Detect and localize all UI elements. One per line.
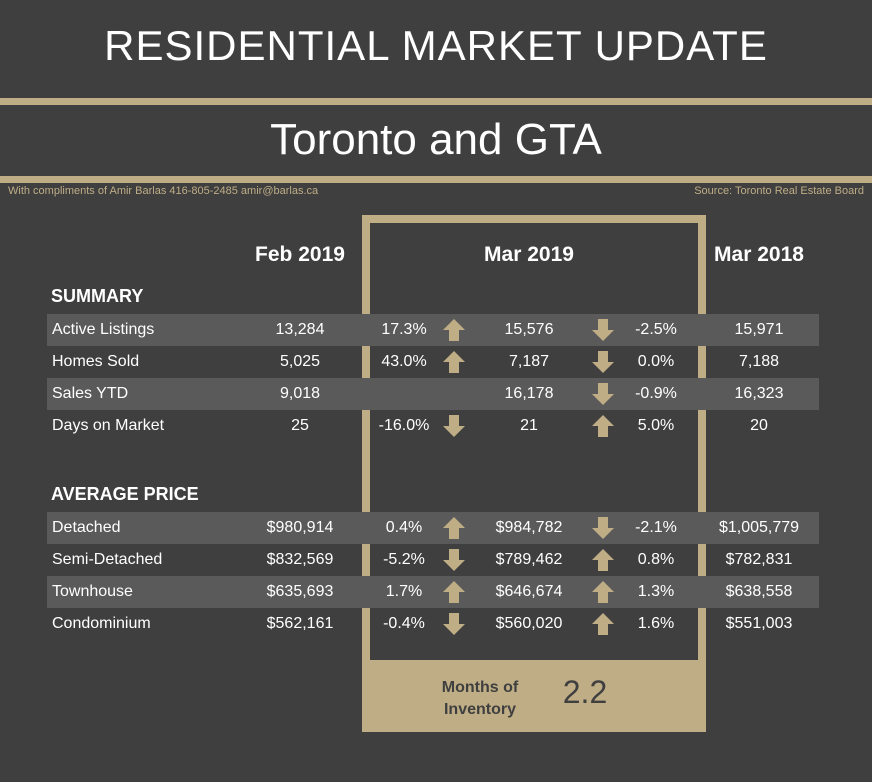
row-label: Days on Market (52, 417, 165, 434)
arrow-down-icon (590, 381, 616, 407)
arrow-up-icon (590, 547, 616, 573)
row-label: Semi-Detached (52, 551, 163, 568)
feb-to-mar-change: -16.0% (378, 417, 430, 434)
feb-to-mar-change: -5.2% (383, 551, 425, 568)
table-row-band (47, 512, 819, 544)
feb-to-mar-change: 0.4% (385, 519, 423, 536)
arrow-up-icon (441, 515, 467, 541)
region-title: Toronto and GTA (270, 115, 602, 164)
mar-2019-value: $984,782 (495, 519, 563, 536)
year-over-year-change: -2.5% (635, 321, 677, 338)
row-label: Townhouse (52, 583, 133, 600)
year-over-year-change: -2.1% (635, 519, 677, 536)
feb-2019-value: 5,025 (279, 353, 321, 370)
section-heading-summary: SUMMARY (51, 286, 144, 306)
feb-to-mar-change: 43.0% (381, 353, 427, 370)
feb-2019-value: $980,914 (266, 519, 334, 536)
mar-2019-value: 21 (520, 417, 538, 434)
report-title: RESIDENTIAL MARKET UPDATE (104, 22, 768, 69)
title-divider-bottom (0, 176, 872, 183)
mar-2019-value: 15,576 (504, 321, 554, 338)
arrow-down-icon (441, 413, 467, 439)
arrow-up-icon (441, 579, 467, 605)
arrow-down-icon (590, 349, 616, 375)
feb-2019-value: 13,284 (275, 321, 325, 338)
table-row-band (47, 314, 819, 346)
arrow-down-icon (441, 547, 467, 573)
months-of-inventory-label-line1: Months of (441, 679, 519, 696)
year-over-year-change: 0.8% (637, 551, 675, 568)
months-of-inventory-label-line2: Inventory (443, 701, 516, 718)
column-header-feb-2019: Feb 2019 (255, 243, 345, 266)
arrow-up-icon (590, 611, 616, 637)
arrow-down-icon (441, 611, 467, 637)
feb-to-mar-change: 17.3% (381, 321, 427, 338)
source-line: Source: Toronto Real Estate Board (694, 185, 864, 197)
row-label: Homes Sold (52, 353, 140, 370)
section-heading-average-price: AVERAGE PRICE (51, 484, 199, 504)
feb-to-mar-change: 1.7% (385, 583, 423, 600)
row-label: Sales YTD (52, 385, 129, 402)
arrow-up-icon (441, 317, 467, 343)
feb-to-mar-change: -0.4% (383, 615, 425, 632)
arrow-up-icon (590, 413, 616, 439)
table-row-band (47, 576, 819, 608)
credit-line: With compliments of Amir Barlas 416-805-… (8, 185, 319, 197)
year-over-year-change: -0.9% (635, 385, 677, 402)
title-divider-top (0, 98, 872, 105)
months-of-inventory-value: 2.2 (562, 674, 608, 710)
arrow-up-icon (590, 579, 616, 605)
mar-2019-value: 7,187 (508, 353, 550, 370)
year-over-year-change: 1.3% (637, 583, 675, 600)
mar-2018-value: 16,323 (734, 385, 784, 402)
mar-2018-value: 20 (750, 417, 768, 434)
table-row-band (47, 378, 819, 410)
row-label: Detached (52, 519, 121, 536)
row-label: Condominium (52, 615, 151, 632)
feb-2019-value: $562,161 (266, 615, 334, 632)
mar-2019-value: $789,462 (495, 551, 563, 568)
column-header-mar-2018: Mar 2018 (714, 243, 804, 266)
mar-2018-value: $1,005,779 (718, 519, 800, 536)
mar-2018-value: $638,558 (725, 583, 793, 600)
arrow-up-icon (441, 349, 467, 375)
column-header-mar-2019: Mar 2019 (484, 243, 574, 266)
arrow-down-icon (590, 317, 616, 343)
mar-2019-value: 16,178 (504, 385, 554, 402)
arrow-down-icon (590, 515, 616, 541)
mar-2018-value: 15,971 (734, 321, 784, 338)
mar-2018-value: $782,831 (725, 551, 793, 568)
mar-2018-value: $551,003 (725, 615, 793, 632)
mar-2019-value: $560,020 (495, 615, 563, 632)
months-of-inventory-label: Months of Inventory (430, 677, 530, 721)
mar-2018-value: 7,188 (738, 353, 780, 370)
year-over-year-change: 5.0% (637, 417, 675, 434)
feb-2019-value: $635,693 (266, 583, 334, 600)
year-over-year-change: 0.0% (637, 353, 675, 370)
year-over-year-change: 1.6% (637, 615, 675, 632)
feb-2019-value: 25 (291, 417, 309, 434)
feb-2019-value: $832,569 (266, 551, 334, 568)
feb-2019-value: 9,018 (279, 385, 321, 402)
row-label: Active Listings (52, 321, 155, 338)
mar-2019-value: $646,674 (495, 583, 563, 600)
feb-to-mar-change (370, 378, 438, 410)
